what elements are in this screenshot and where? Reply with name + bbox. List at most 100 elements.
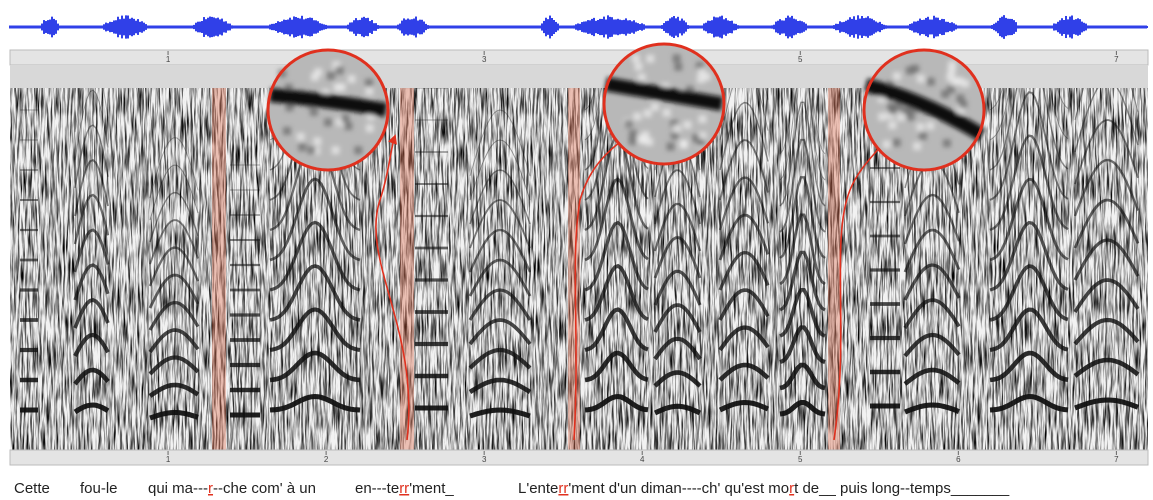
striation <box>50 88 56 450</box>
zoom-pixel <box>631 54 640 63</box>
harmonic <box>1073 317 1140 346</box>
harmonic <box>1073 278 1140 314</box>
harmonic <box>149 137 199 199</box>
zoom-pixel <box>947 67 956 76</box>
harmonic <box>1074 397 1139 411</box>
zoom-pixel <box>696 75 705 84</box>
striation <box>424 88 430 450</box>
striation <box>550 88 556 450</box>
zoom-pixel <box>637 134 646 143</box>
harmonic <box>468 258 532 297</box>
striation <box>73 88 79 450</box>
zoom-pixel <box>633 112 642 121</box>
harmonic <box>584 393 649 413</box>
striation <box>989 88 995 450</box>
zoom-pixel <box>702 72 711 81</box>
striation <box>502 88 508 450</box>
tick-label: 5 <box>798 455 803 464</box>
lyric-part: qui ma--- <box>148 480 208 497</box>
zoom-pixel <box>333 83 342 92</box>
striation <box>277 88 283 450</box>
arrow <box>833 138 886 441</box>
zoom-pixel <box>637 73 646 82</box>
zoom-pixel <box>886 80 895 89</box>
tick-label: 7 <box>1114 55 1119 64</box>
zoom-pixel <box>662 108 671 117</box>
harmonic <box>989 220 1069 292</box>
striation <box>538 88 544 450</box>
harmonic <box>148 328 200 354</box>
zoom-pixel <box>674 62 683 71</box>
waveform <box>9 15 1147 39</box>
harmonic <box>779 138 826 233</box>
zoom-pixel <box>331 146 340 155</box>
zoom-pixel <box>673 124 682 133</box>
striation <box>190 88 196 450</box>
striation <box>777 88 783 450</box>
zoom-content <box>269 61 388 155</box>
zoom-pixel <box>926 121 935 130</box>
striation <box>190 88 196 450</box>
harmonic <box>653 269 702 306</box>
harmonic <box>779 325 826 364</box>
striation <box>759 88 765 450</box>
harmonic <box>148 382 200 398</box>
zoom-pixel <box>918 132 927 141</box>
tick-label: 6 <box>956 455 961 464</box>
zoom-pixel <box>692 134 701 143</box>
harmonic <box>779 176 826 259</box>
zoom-pixel <box>285 103 294 112</box>
zoom-pixel <box>313 137 322 146</box>
harmonic <box>468 318 532 346</box>
lyric-part: en---te <box>355 480 399 497</box>
harmonic <box>74 89 109 161</box>
harmonic <box>468 377 532 394</box>
zoom-pixel <box>283 127 292 136</box>
r-band <box>828 88 840 450</box>
zoom-pixel <box>897 113 906 122</box>
lyrics: Cette fou-le qui ma---r--che com' à un en--… <box>14 480 1010 497</box>
zoom-pixel <box>326 71 335 80</box>
harmonic <box>1073 357 1140 378</box>
harmonic <box>73 402 110 415</box>
zoom-content <box>604 54 724 151</box>
tick-label: 1 <box>166 455 171 464</box>
lyric: qui ma---r--che com' à un <box>148 480 316 497</box>
zoom-pixel <box>354 146 363 155</box>
striation <box>717 88 723 450</box>
zoom-pixel <box>628 137 637 146</box>
harmonic <box>149 219 199 265</box>
lyric-part: 'ment_ <box>409 480 454 497</box>
harmonic <box>653 370 702 388</box>
zoom-pixel <box>911 64 920 73</box>
tick-label: 5 <box>798 55 803 64</box>
harmonic <box>73 193 110 245</box>
zoom-band <box>604 77 724 111</box>
harmonic <box>584 177 649 262</box>
lyric: Cette <box>14 480 50 497</box>
harmonic <box>654 169 701 225</box>
zoom-pixel <box>698 131 707 140</box>
harmonic <box>269 264 361 322</box>
bottom-ruler <box>9 449 1149 466</box>
striation <box>595 88 601 450</box>
harmonic <box>719 139 769 201</box>
zoom-pixel <box>951 77 960 86</box>
striation <box>145 88 151 450</box>
harmonic <box>989 88 1069 171</box>
zoom-pixel <box>956 94 965 103</box>
harmonic <box>1074 88 1139 153</box>
striation <box>79 88 85 450</box>
harmonic <box>73 263 110 301</box>
striation <box>241 88 247 450</box>
lyric-part: rr <box>399 480 409 497</box>
harmonic <box>653 236 702 279</box>
zoom-pixel <box>877 94 886 103</box>
zoom-pixel <box>941 90 950 99</box>
tick-label: 7 <box>1114 455 1119 464</box>
zoom-band <box>269 88 388 117</box>
harmonic <box>149 191 199 243</box>
zoom-pixel <box>641 131 650 140</box>
zoom-ring <box>602 42 726 166</box>
harmonic <box>584 263 649 322</box>
